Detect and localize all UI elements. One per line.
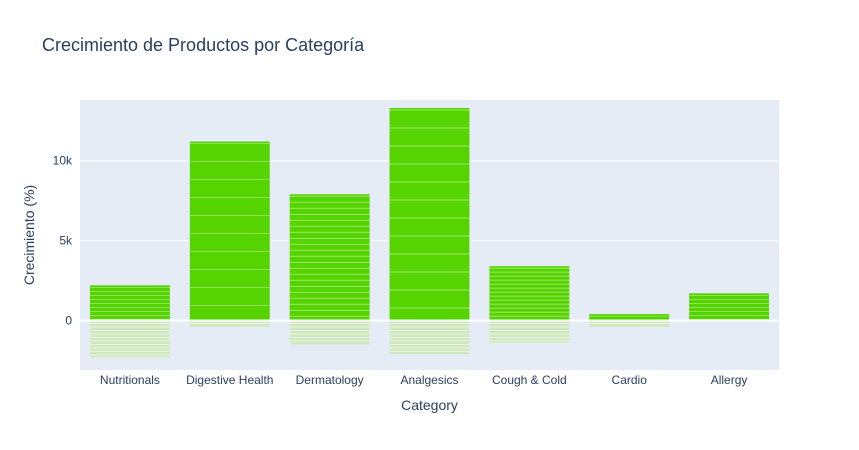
x-tick-label: Digestive Health: [186, 373, 273, 387]
bar-negative-fill: [489, 320, 570, 343]
bar-negative-fill: [89, 320, 170, 358]
bar-negative-2: [189, 320, 270, 327]
x-tick-labels: Nutritionals Digestive Health Dermatology A…: [100, 373, 748, 387]
x-axis-title: Category: [401, 397, 458, 413]
y-tick-label: 10k: [53, 154, 73, 168]
x-tick-label: Cough & Cold: [492, 373, 567, 387]
bar-negative-fill: [289, 320, 370, 345]
y-tick-labels: 0 5k 10k: [53, 154, 73, 328]
bar-positive-fill: [589, 314, 670, 321]
y-tick-label: 5k: [59, 234, 73, 248]
bars: [89, 107, 770, 358]
bar-positive-3: [289, 194, 370, 321]
x-tick-label: Nutritionals: [100, 373, 160, 387]
x-tick-label: Dermatology: [296, 373, 364, 387]
bar-positive-fill: [189, 141, 270, 321]
x-tick-label: Cardio: [612, 373, 648, 387]
chart-title: Crecimiento de Productos por Categoría: [42, 35, 365, 55]
bar-positive-2: [189, 141, 270, 321]
bar-negative-1: [89, 320, 170, 358]
bar-positive-fill: [289, 194, 370, 321]
bar-negative-4: [389, 320, 470, 355]
bar-positive-1: [89, 285, 170, 321]
bar-positive-5: [489, 266, 570, 321]
y-tick-label: 0: [65, 313, 72, 327]
bar-negative-6: [589, 320, 670, 327]
bar-positive-4: [389, 107, 470, 321]
bar-negative-5: [489, 320, 570, 343]
bar-positive-fill: [689, 293, 770, 321]
x-tick-label: Analgesics: [400, 373, 458, 387]
bar-negative-3: [289, 320, 370, 345]
x-tick-label: Allergy: [711, 373, 748, 387]
bar-positive-fill: [389, 107, 470, 321]
bar-positive-fill: [489, 266, 570, 321]
y-axis-title: Crecimiento (%): [21, 185, 37, 285]
bar-positive-7: [689, 293, 770, 321]
